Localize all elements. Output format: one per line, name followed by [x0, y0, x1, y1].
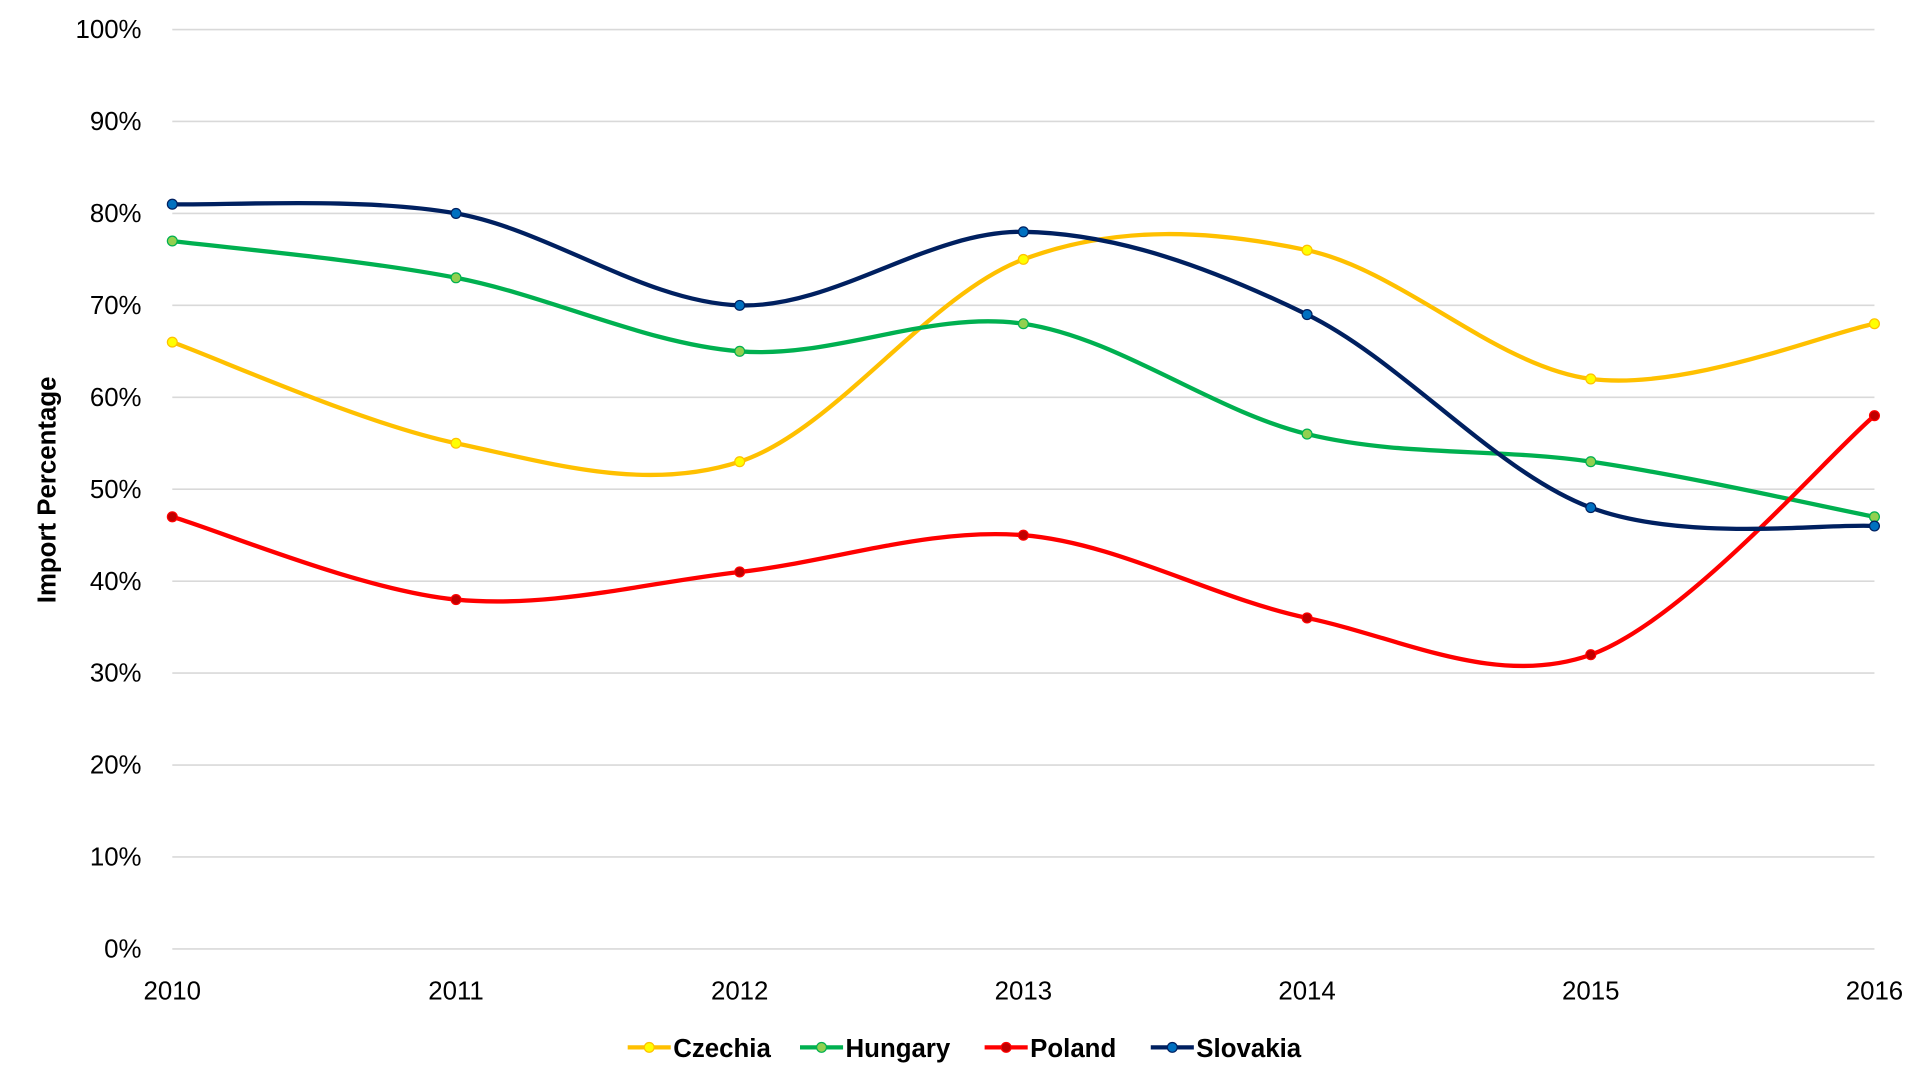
data-point: [734, 345, 746, 357]
series-line: [172, 200, 1875, 532]
legend-label: Slovakia: [1196, 1035, 1301, 1063]
legend-marker: [643, 1041, 655, 1053]
data-point: [1868, 410, 1880, 422]
data-point: [450, 207, 462, 219]
data-point: [450, 272, 462, 284]
data-point: [1868, 318, 1880, 330]
legend-marker: [1166, 1041, 1178, 1053]
data-point: [1868, 511, 1880, 523]
data-point: [166, 511, 178, 523]
x-tick-label: 2013: [995, 977, 1052, 1005]
y-axis-label: Import Percentage: [33, 376, 61, 603]
y-tick-label: 0%: [104, 936, 141, 964]
y-tick-label: 80%: [90, 200, 142, 228]
data-point: [166, 336, 178, 348]
data-point: [1017, 253, 1029, 265]
data-point: [1585, 373, 1597, 385]
series-hungary: [166, 235, 1880, 523]
data-point: [1301, 244, 1313, 256]
gridlines: [172, 28, 1875, 950]
y-tick-label: 30%: [90, 660, 142, 688]
y-tick-label: 60%: [90, 384, 142, 412]
data-point: [1585, 649, 1597, 661]
data-point: [1585, 502, 1597, 514]
y-tick-label: 70%: [90, 292, 142, 320]
legend-label: Hungary: [846, 1035, 951, 1063]
y-tick-label: 90%: [90, 108, 142, 136]
data-point: [1585, 456, 1597, 468]
x-tick-label: 2014: [1278, 977, 1335, 1005]
legend-item-poland: Poland: [984, 1035, 1116, 1063]
series-poland: [166, 410, 1880, 669]
legend-item-hungary: Hungary: [800, 1035, 951, 1063]
data-point: [734, 456, 746, 468]
data-point: [1301, 428, 1313, 440]
data-point: [1017, 318, 1029, 330]
y-axis-ticks: 0% 10% 20% 30% 40% 50% 60% 70% 80% 90% 100%: [75, 16, 141, 963]
data-point: [1868, 520, 1880, 532]
x-axis-ticks: 2010 2011 2012 2013 2014 2015 2016: [144, 977, 1904, 1005]
data-point: [166, 198, 178, 210]
legend-item-slovakia: Slovakia: [1150, 1035, 1302, 1063]
data-point: [1301, 612, 1313, 624]
x-tick-label: 2015: [1562, 977, 1619, 1005]
x-tick-label: 2016: [1846, 977, 1903, 1005]
y-tick-label: 50%: [90, 476, 142, 504]
data-point: [734, 566, 746, 578]
data-point: [450, 437, 462, 449]
x-tick-label: 2011: [428, 977, 484, 1005]
x-tick-label: 2010: [144, 977, 201, 1005]
x-tick-label: 2012: [711, 977, 768, 1005]
legend-marker: [1000, 1041, 1012, 1053]
data-point: [1017, 226, 1029, 238]
series-lines: [166, 198, 1880, 669]
data-point: [1301, 309, 1313, 321]
data-point: [734, 299, 746, 311]
y-tick-label: 40%: [90, 568, 142, 596]
data-point: [1017, 529, 1029, 541]
data-point: [450, 594, 462, 606]
y-tick-label: 20%: [90, 752, 142, 780]
data-point: [166, 235, 178, 247]
series-line: [171, 231, 1875, 478]
legend: Czechia Hungary Poland Slovakia: [627, 1035, 1302, 1063]
series-line: [171, 414, 1876, 669]
legend-marker: [816, 1041, 828, 1053]
legend-item-czechia: Czechia: [627, 1035, 771, 1063]
legend-label: Poland: [1030, 1035, 1116, 1063]
y-tick-label: 10%: [90, 844, 142, 872]
y-tick-label: 100%: [75, 16, 141, 44]
series-czechia: [166, 231, 1880, 478]
series-slovakia: [166, 198, 1880, 532]
legend-label: Czechia: [673, 1035, 771, 1063]
